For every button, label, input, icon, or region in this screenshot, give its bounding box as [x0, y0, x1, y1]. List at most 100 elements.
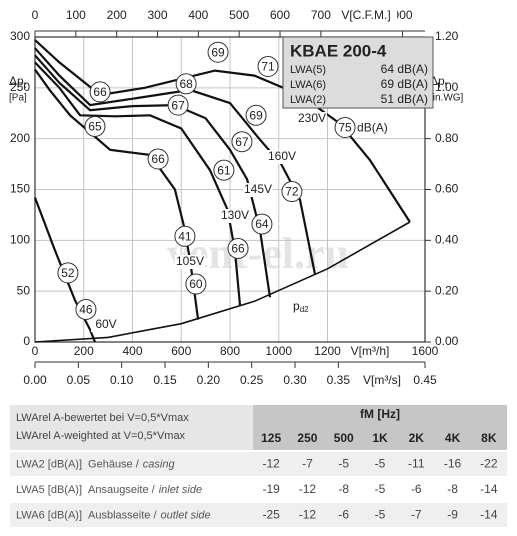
- x3-tick-label: 0.20: [197, 373, 221, 387]
- label-sub: t: [445, 80, 448, 90]
- x-axis-label: V[m³/h]: [351, 344, 390, 358]
- noise-level-label: 67: [171, 98, 185, 112]
- table-cell: -9: [447, 508, 458, 522]
- table-row: [10, 452, 507, 476]
- y2-tick-label: 1.00: [435, 80, 459, 94]
- speed-label: 230V: [298, 111, 326, 125]
- speed-curve: [34, 61, 242, 306]
- info-value: 69 dB(A): [381, 77, 428, 91]
- table-cell: -6: [338, 508, 349, 522]
- table-cell: -8: [338, 482, 349, 496]
- table-cell: -11: [408, 457, 425, 471]
- noise-level-label: 66: [151, 152, 165, 166]
- table-cell: -5: [375, 508, 386, 522]
- label-bg: [243, 183, 273, 197]
- noise-level-label: 66: [93, 85, 107, 99]
- label-main: Δp: [430, 74, 445, 88]
- table-cell: -5: [375, 482, 386, 496]
- noise-level-marker: [147, 148, 169, 170]
- noise-level-marker: [174, 225, 196, 247]
- noise-level-label: 65: [88, 120, 102, 134]
- x2-tick-label: 500: [229, 8, 249, 22]
- table-freq-header: [253, 405, 507, 450]
- noise-level-label: 52: [61, 266, 75, 280]
- noise-level-label: 61: [217, 163, 231, 177]
- table-cell: -7: [411, 508, 422, 522]
- y-tick-label: 0: [23, 334, 30, 348]
- speed-label: 160V: [268, 149, 296, 163]
- x2-tick-label: 900: [393, 8, 413, 22]
- x3-tick-label: 0.25: [240, 373, 264, 387]
- speed-label: 105V: [176, 254, 204, 268]
- x2-tick-label: 200: [107, 8, 127, 22]
- system-curve-label: pd2: [293, 299, 309, 314]
- table-cell: -19: [262, 482, 280, 496]
- noise-level-marker: [185, 273, 207, 295]
- row-code: LWA2 [dB(A)]: [16, 458, 82, 470]
- x3-tick-label: 0.45: [413, 373, 437, 387]
- label-sub: d2: [300, 305, 309, 314]
- noise-level-label: 69: [249, 108, 263, 122]
- noise-level-marker: [245, 104, 267, 126]
- table-header-text: LWArel A-bewertet bei V=0,5*Vmax: [16, 412, 189, 424]
- table-group-header: fM [Hz]: [360, 407, 400, 421]
- table-cell: -14: [480, 508, 498, 522]
- table-cell: -5: [338, 457, 349, 471]
- x3-tick-label: 0.00: [23, 373, 47, 387]
- table-row: [10, 503, 507, 527]
- x-tick-label: 1600: [412, 344, 439, 358]
- noise-level-label: 41: [178, 229, 192, 243]
- info-value: 64 dB(A): [381, 62, 428, 76]
- y2-tick-label: 0.20: [435, 283, 459, 297]
- table-cell: -7: [302, 457, 313, 471]
- noise-level-marker: [57, 262, 79, 284]
- y-axis-label: Δpt: [9, 74, 27, 90]
- table-row-label: LWA2 [dB(A)] Gehäuse / casing: [16, 458, 175, 470]
- table-header-text: LWArel A-weighted at V=0,5*Vmax: [16, 430, 186, 442]
- y-tick-label: 200: [10, 131, 30, 145]
- x2-tick-label: 600: [270, 8, 290, 22]
- table-cell: -16: [444, 457, 462, 471]
- noise-unit-label: dB(A): [357, 121, 388, 135]
- speed-label: 130V: [221, 208, 249, 222]
- noise-level-label: 69: [211, 45, 225, 59]
- label-bg: [175, 255, 205, 269]
- noise-level-marker: [207, 41, 229, 63]
- table-cell: -22: [480, 457, 498, 471]
- y-tick-label: 250: [10, 80, 30, 94]
- row-de: Gehäuse /: [88, 458, 140, 470]
- noise-level-label: 71: [261, 60, 275, 74]
- row-en: casing: [143, 458, 176, 470]
- x2-tick-label: 300: [147, 8, 167, 22]
- x2-tick-label: 700: [311, 8, 331, 22]
- row-en: outlet side: [161, 509, 211, 521]
- x-label-bg: [345, 344, 395, 360]
- noise-level-label: 72: [285, 185, 299, 199]
- system-curve: [34, 221, 411, 343]
- table-cell: -12: [262, 457, 280, 471]
- row-de: Ausblasseite /: [88, 509, 157, 521]
- info-key: LWA(5): [290, 64, 326, 76]
- y-axis-unit: [Pa]: [9, 93, 27, 104]
- x-tick-label: 600: [171, 344, 191, 358]
- label-main: p: [293, 299, 300, 313]
- table-column-header: 2K: [409, 431, 425, 445]
- table-cell: -6: [411, 482, 422, 496]
- noise-level-marker: [257, 55, 279, 77]
- noise-level-marker: [175, 73, 197, 95]
- noise-level-marker: [75, 298, 97, 320]
- info-key: LWA(6): [290, 79, 326, 91]
- noise-level-label: 75: [338, 121, 352, 135]
- table-cell: -25: [262, 508, 280, 522]
- noise-level-label: 66: [231, 242, 245, 256]
- x-tick-label: 400: [122, 344, 142, 358]
- label-bg: [297, 112, 327, 126]
- noise-level-marker: [89, 81, 111, 103]
- label-bg: [267, 150, 297, 164]
- x2-tick-label: 0: [32, 8, 39, 22]
- noise-level-marker: [213, 159, 235, 181]
- x2-tick-label: 100: [66, 8, 86, 22]
- label-main: Δp: [9, 74, 24, 88]
- noise-level-label: 64: [255, 217, 269, 231]
